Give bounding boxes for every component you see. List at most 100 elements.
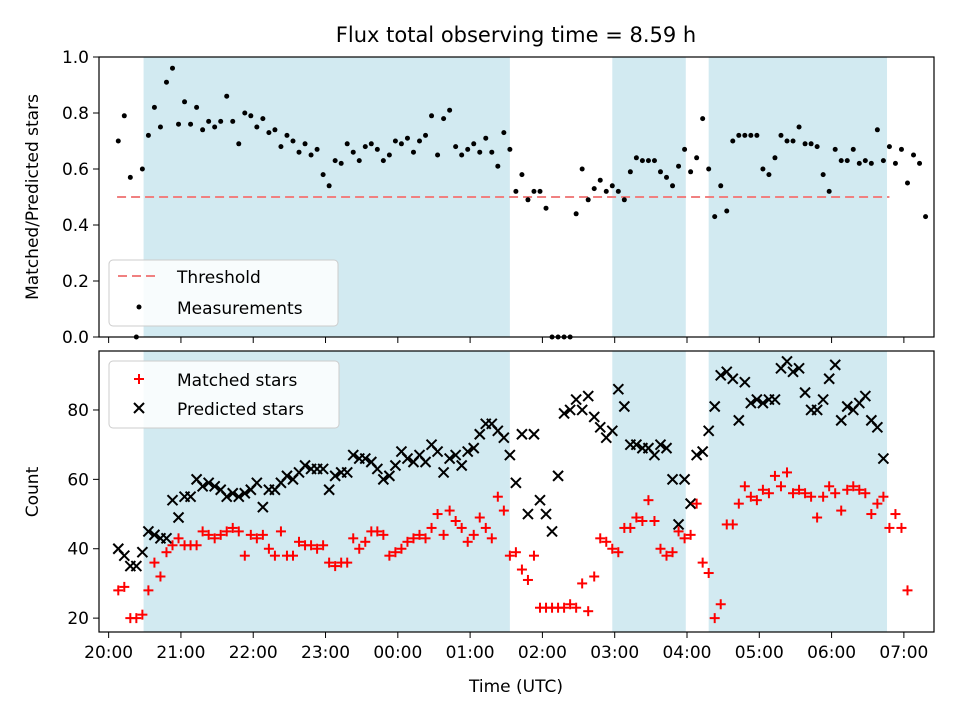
x-stroke-b	[793, 362, 805, 375]
x-stroke-b	[811, 404, 823, 416]
x-stroke-b	[576, 404, 588, 416]
measurement-point	[664, 174, 670, 180]
matched-legend-plus	[134, 374, 144, 384]
x-stroke-b	[606, 425, 618, 437]
matched-point	[697, 557, 708, 568]
x-stroke-b	[684, 497, 697, 510]
x-stroke-b	[877, 452, 890, 465]
measurement-point	[615, 188, 621, 194]
x-stroke-b	[757, 397, 769, 409]
measurement-point	[169, 65, 175, 71]
measurement-point	[790, 138, 796, 144]
predicted-point	[498, 432, 510, 444]
x-stroke-b	[733, 414, 745, 427]
matched-point	[155, 571, 166, 582]
matched-point	[902, 585, 913, 596]
measurement-point	[579, 166, 585, 172]
x-stroke-b	[395, 445, 408, 458]
x-stroke-b	[449, 449, 462, 461]
measurement-point	[368, 141, 374, 147]
predicted-point	[654, 438, 667, 451]
predicted-point	[437, 466, 450, 479]
predicted-point	[739, 376, 751, 388]
matched-point	[227, 522, 238, 533]
measurement-point	[820, 172, 826, 178]
matched-point	[215, 529, 226, 540]
matched-point	[516, 564, 527, 575]
x-stroke-b	[371, 463, 384, 475]
ratio-panel: 0.0 0.2 0.4 0.6 0.8 1.0 Matched/Predicted sta…	[23, 48, 935, 348]
count-legend: Matched stars Predicted stars	[108, 360, 340, 429]
measurement-point	[838, 158, 844, 164]
predicted-point	[184, 490, 197, 503]
matched-point	[709, 613, 720, 624]
measurement-point	[736, 132, 742, 138]
measurement-point	[465, 146, 471, 152]
matched-point	[685, 529, 696, 540]
x-stroke-b	[690, 449, 703, 461]
predicted-point	[702, 425, 715, 437]
matched-point	[312, 543, 323, 554]
matched-point	[667, 547, 678, 558]
matched-point	[438, 529, 449, 540]
predicted-legend-marker	[133, 402, 145, 414]
time-x-tick-label: 22:00	[229, 643, 278, 663]
measurement-point	[573, 211, 579, 217]
x-stroke-b	[317, 463, 329, 475]
measurement-point	[519, 172, 525, 178]
measurement-point	[459, 152, 465, 158]
predicted-point	[522, 508, 534, 520]
predicted-point	[461, 445, 474, 458]
predicted-point	[341, 466, 353, 479]
x-stroke-b	[112, 543, 124, 555]
measurement-point	[917, 160, 923, 166]
matched-point	[504, 550, 515, 561]
matched-point	[643, 495, 654, 506]
measurement-point	[700, 116, 706, 122]
matched-point	[360, 536, 371, 547]
time-x-tick-label: 07:00	[879, 643, 928, 663]
predicted-point	[347, 449, 359, 461]
measurement-point	[609, 183, 615, 189]
matched-point	[824, 481, 835, 492]
x-stroke-b	[654, 438, 667, 451]
matched-point	[113, 585, 124, 596]
matched-point	[691, 498, 702, 509]
x-stroke-b	[341, 466, 353, 479]
matched-point	[510, 547, 521, 558]
ratio-y-tick-label: 0.2	[62, 272, 89, 292]
x-stroke-b	[133, 402, 145, 414]
matched-point	[775, 481, 786, 492]
measurement-point	[477, 149, 483, 155]
measurement-point	[676, 163, 682, 169]
x-stroke-b	[413, 449, 426, 461]
count-panel-frame	[98, 350, 935, 633]
measurement-point	[453, 144, 459, 150]
matched-point	[890, 509, 901, 520]
count-y-tick-label: 20	[67, 609, 89, 629]
measurement-point	[266, 130, 272, 136]
matched-point	[565, 599, 576, 610]
measurement-point	[923, 214, 929, 220]
x-stroke-b	[166, 494, 179, 506]
predicted-point	[431, 445, 444, 458]
predicted-point	[696, 445, 709, 458]
matched-point	[878, 491, 889, 502]
predicted-point	[239, 487, 251, 499]
measurement-point	[471, 141, 477, 147]
matched-point	[866, 509, 877, 520]
matched-point	[402, 536, 413, 547]
predicted-point	[588, 411, 600, 423]
matched-point	[287, 550, 298, 561]
measurement-point	[796, 124, 802, 130]
matched-point	[607, 543, 618, 554]
measurement-point	[218, 118, 224, 124]
matched-point	[414, 529, 425, 540]
x-stroke-b	[401, 452, 414, 465]
x-stroke-b	[751, 393, 763, 406]
measurement-point	[441, 116, 447, 122]
matched-point	[589, 571, 600, 582]
matched-point	[800, 488, 811, 499]
x-stroke-b	[383, 470, 396, 482]
